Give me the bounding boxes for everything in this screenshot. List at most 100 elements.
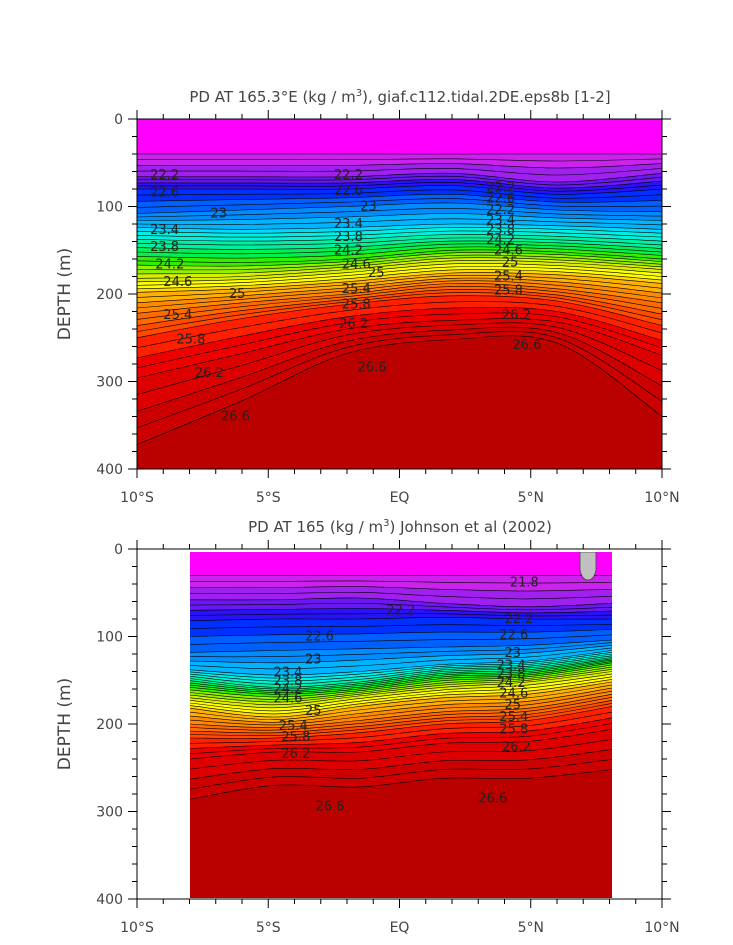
bottom-contour-line [190, 653, 612, 682]
top-x-tick-label: EQ [390, 490, 410, 506]
bottom-contour-line [190, 769, 612, 800]
top-contour-label: 23.8 [150, 240, 179, 255]
top-y-tick-label: 0 [114, 112, 123, 128]
top-contour-label: 24.2 [155, 257, 184, 272]
bottom-contour-label: 23.4 [274, 665, 303, 680]
top-contour-label: 23.4 [486, 214, 515, 229]
top-contour-line [137, 292, 662, 332]
top-contour-line [137, 331, 662, 429]
bottom-panel-title: PD AT 165 (kg / m3) Johnson et al (2002) [248, 518, 552, 536]
bottom-axis-ticks: 0 100 200 300 400 10°S 5°S EQ 5°N 10°N [96, 540, 680, 936]
top-contour-line [137, 283, 662, 314]
top-y-tick-label: 400 [96, 462, 123, 478]
bottom-panel: PD AT 165 (kg / m3) Johnson et al (2002)… [55, 518, 680, 936]
bottom-contour-label: 25.4 [279, 719, 308, 734]
bottom-y-tick-label: 0 [114, 542, 123, 558]
top-contour-line [137, 249, 662, 263]
bottom-contour-line [190, 602, 612, 611]
top-contour-label: 24.6 [494, 243, 523, 258]
bottom-contour-label: 25.4 [499, 710, 528, 725]
bottom-contour-label: 21.8 [510, 575, 539, 590]
top-contour-label: 23 [360, 200, 377, 215]
bottom-y-tick-label: 300 [96, 805, 123, 821]
top-plot-area [137, 119, 662, 469]
top-contour-line [137, 254, 662, 271]
top-contour-line [137, 280, 662, 309]
top-contour-line [137, 243, 662, 255]
bottom-contour-label: 22.6 [499, 628, 528, 643]
top-contour-line [137, 266, 662, 286]
bottom-contour-line [190, 650, 612, 676]
top-contour-label: 22.2 [334, 168, 363, 183]
bottom-contour-line [190, 739, 612, 770]
top-contour-line [137, 269, 662, 290]
top-contour-line [137, 168, 662, 176]
bottom-contour-line [190, 642, 612, 658]
bottom-x-tick-label: EQ [390, 920, 410, 936]
top-contour-line [137, 227, 662, 234]
missing-data-patch [579, 552, 597, 581]
top-contour-line [137, 193, 662, 203]
top-x-tick-label: 10°S [120, 490, 154, 506]
bottom-contour-label: 25 [505, 698, 522, 713]
bottom-contour-line [190, 664, 612, 698]
top-contour-line [137, 306, 662, 359]
bottom-contour-line [190, 661, 612, 693]
top-contour-line [137, 181, 662, 192]
bottom-contour-label: 24.6 [274, 692, 303, 707]
bottom-contour-line [190, 759, 612, 790]
bottom-contour-line [190, 723, 612, 755]
bottom-y-axis-label: DEPTH (m) [55, 678, 75, 770]
bottom-x-tick-label: 10°N [644, 920, 679, 936]
top-density-band [137, 119, 662, 155]
top-contour-line [137, 234, 662, 242]
bottom-contour-label: 25 [305, 704, 322, 719]
bottom-contour-label: 23.8 [274, 674, 303, 689]
bottom-contour-line [190, 639, 612, 653]
bottom-contour-line [190, 662, 612, 695]
top-y-tick-label: 200 [96, 287, 123, 303]
top-contour-label: 25.8 [342, 298, 371, 313]
top-contour-line [137, 326, 662, 412]
bottom-contour-line [190, 749, 612, 780]
top-contour-line [137, 230, 662, 238]
top-contour-label: 22.6 [334, 184, 363, 199]
bottom-contour-line [190, 647, 612, 670]
top-contour-label: 26.2 [195, 366, 224, 381]
bottom-contour-label: 25.8 [499, 722, 528, 737]
top-contour-line [137, 175, 662, 186]
top-y-tick-label: 300 [96, 375, 123, 391]
top-contour-label: 23.8 [334, 230, 363, 245]
top-contour-line [137, 158, 662, 162]
top-contour-label: 25.8 [494, 284, 523, 299]
top-contour-label: 26.6 [221, 410, 250, 425]
bottom-contour-line [190, 684, 612, 720]
bottom-contour-line [190, 629, 612, 637]
top-contour-label: 25.8 [176, 333, 205, 348]
top-contour-label: 26.2 [502, 308, 531, 323]
bottom-contour-label: 23 [505, 646, 522, 661]
bottom-y-tick-label: 100 [96, 630, 123, 646]
bottom-contour-label: 23.4 [497, 658, 526, 673]
bottom-contour-label: 22.6 [305, 630, 334, 645]
bottom-contour-label: 26.2 [502, 740, 531, 755]
bottom-contour-line [190, 597, 612, 608]
top-contour-line [137, 277, 662, 304]
top-y-tick-label: 100 [96, 200, 123, 216]
bottom-contour-line [190, 658, 612, 690]
top-contour-line [137, 189, 662, 199]
top-contour-line [137, 223, 662, 230]
bottom-y-tick-label: 200 [96, 717, 123, 733]
top-contour-label: 23.4 [334, 217, 363, 232]
top-contour-line [137, 237, 662, 246]
top-contour-label: 25 [502, 256, 519, 271]
bottom-contour-line [190, 657, 612, 688]
top-contour-label: 26.2 [339, 317, 368, 332]
bottom-contour-line [190, 634, 612, 645]
top-contour-label: 25.4 [163, 308, 192, 323]
bottom-contour-line [190, 591, 612, 600]
bottom-contour-line [190, 608, 612, 614]
top-contour-line [137, 218, 662, 226]
